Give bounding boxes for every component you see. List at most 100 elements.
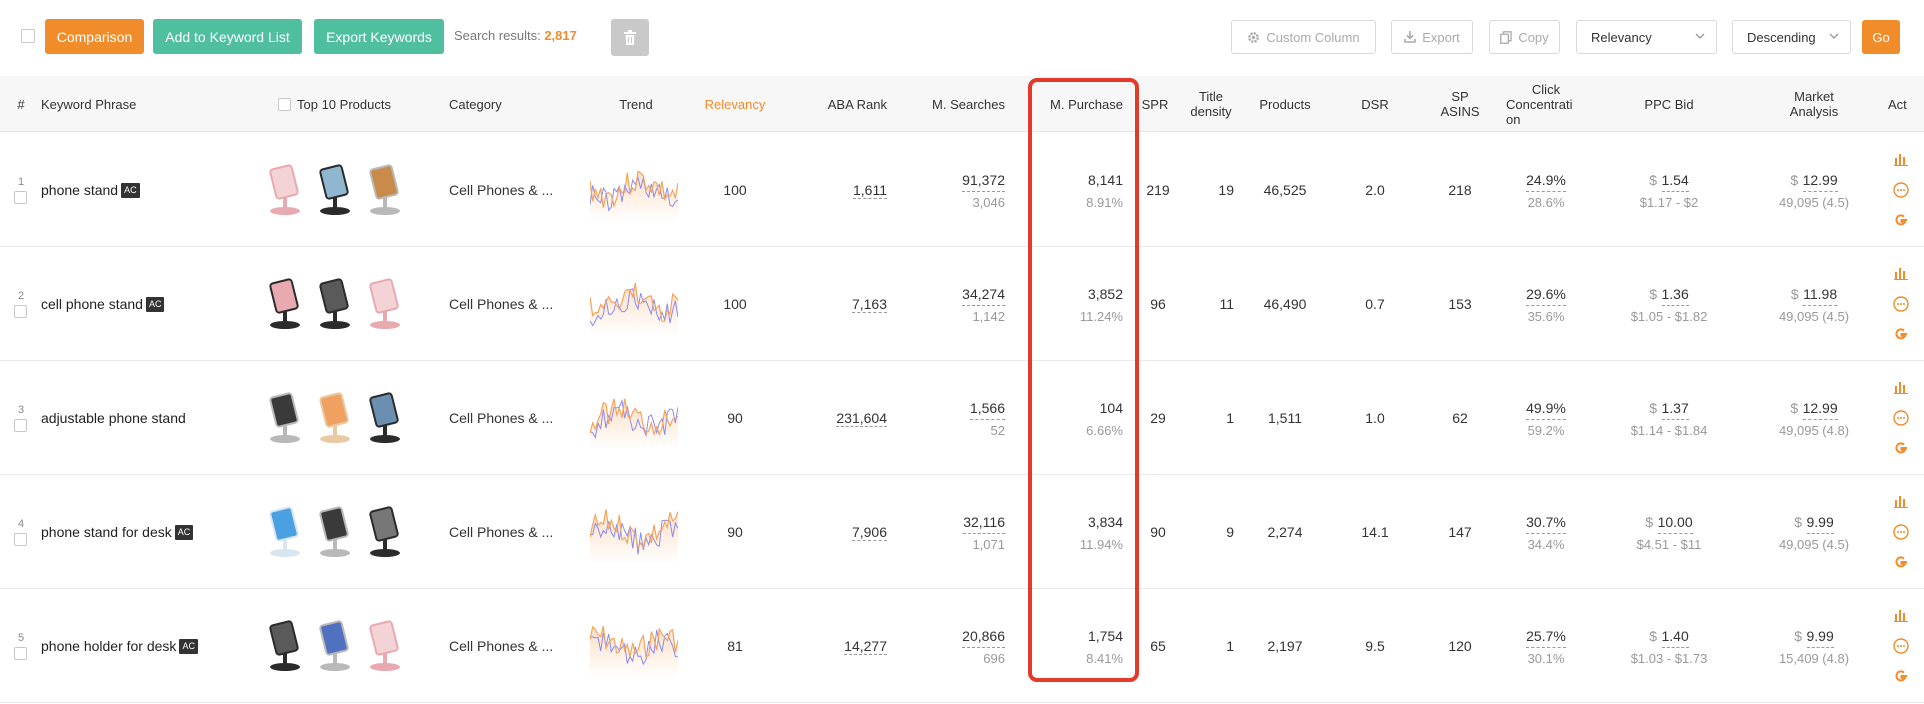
- keyword-text[interactable]: cell phone stand: [41, 296, 143, 312]
- aba-rank-value[interactable]: 231,604: [836, 409, 887, 427]
- table-row[interactable]: 1 phone stand AC Cell Phones & ... 100 1,…: [0, 133, 1924, 247]
- click-concentration-value[interactable]: 24.9%: [1526, 169, 1566, 192]
- market-price-value[interactable]: 11.98: [1803, 283, 1838, 306]
- col-title-density[interactable]: Title density: [1180, 76, 1242, 132]
- trend-chart[interactable]: [589, 614, 679, 678]
- row-checkbox[interactable]: [14, 647, 27, 660]
- aba-rank-value[interactable]: 7,163: [851, 295, 887, 313]
- keyword-text[interactable]: adjustable phone stand: [41, 410, 186, 426]
- market-price-value[interactable]: 9.99: [1806, 511, 1834, 534]
- top10-toggle-checkbox[interactable]: [278, 97, 291, 111]
- export-button[interactable]: Export: [1391, 20, 1473, 54]
- monthly-searches-value[interactable]: 91,372: [962, 169, 1005, 192]
- market-price-value[interactable]: 9.99: [1806, 625, 1834, 648]
- product-thumbnail[interactable]: [313, 505, 357, 564]
- click-concentration-value[interactable]: 29.6%: [1526, 283, 1566, 306]
- monthly-searches-value[interactable]: 1,566: [969, 397, 1005, 420]
- table-row[interactable]: 3 adjustable phone stand Cell Phones & .…: [0, 361, 1924, 475]
- more-options-icon[interactable]: [1893, 410, 1909, 426]
- product-thumbnail[interactable]: [313, 277, 357, 336]
- table-row[interactable]: 2 cell phone stand AC Cell Phones & ... 1…: [0, 247, 1924, 361]
- market-price-value[interactable]: 12.99: [1802, 169, 1838, 192]
- product-thumbnail[interactable]: [263, 163, 307, 222]
- market-price-value[interactable]: 12.99: [1802, 397, 1838, 420]
- google-search-icon[interactable]: [1893, 326, 1909, 342]
- add-to-keyword-list-button[interactable]: Add to Keyword List: [153, 19, 302, 54]
- click-concentration-value[interactable]: 49.9%: [1526, 397, 1566, 420]
- trend-chart[interactable]: [589, 500, 679, 564]
- product-thumbnail[interactable]: [363, 505, 407, 564]
- google-search-icon[interactable]: [1893, 668, 1909, 684]
- row-checkbox[interactable]: [14, 533, 27, 546]
- trend-chart[interactable]: [589, 158, 679, 222]
- aba-rank-value[interactable]: 14,277: [844, 637, 887, 655]
- google-search-icon[interactable]: [1893, 212, 1909, 228]
- bar-chart-icon[interactable]: [1894, 380, 1908, 394]
- product-thumbnail[interactable]: [263, 277, 307, 336]
- delete-button[interactable]: [611, 19, 649, 56]
- sort-order-select[interactable]: Descending: [1732, 20, 1851, 54]
- sort-field-select[interactable]: Relevancy: [1576, 20, 1717, 54]
- more-options-icon[interactable]: [1893, 524, 1909, 540]
- product-thumbnail[interactable]: [313, 391, 357, 450]
- ppc-bid-value[interactable]: 10.00: [1657, 511, 1693, 534]
- col-click-concentration[interactable]: Click Concentrati on: [1506, 76, 1586, 132]
- export-keywords-button[interactable]: Export Keywords: [314, 19, 444, 54]
- row-checkbox[interactable]: [14, 305, 27, 318]
- col-keyword-phrase[interactable]: Keyword Phrase: [41, 96, 137, 112]
- trend-chart[interactable]: [589, 272, 679, 336]
- monthly-searches-value[interactable]: 32,116: [963, 511, 1005, 534]
- col-monthly-searches[interactable]: M. Searches: [932, 96, 1005, 112]
- col-products[interactable]: Products: [1259, 96, 1311, 112]
- keyword-text[interactable]: phone holder for desk: [41, 638, 177, 654]
- row-checkbox[interactable]: [14, 419, 27, 432]
- ppc-bid-value[interactable]: 1.36: [1661, 283, 1689, 306]
- product-thumbnail[interactable]: [363, 619, 407, 678]
- row-checkbox[interactable]: [14, 191, 27, 204]
- more-options-icon[interactable]: [1893, 638, 1909, 654]
- product-thumbnail[interactable]: [263, 391, 307, 450]
- col-spr[interactable]: SPR: [1141, 96, 1169, 112]
- go-button[interactable]: Go: [1862, 20, 1900, 54]
- more-options-icon[interactable]: [1893, 296, 1909, 312]
- monthly-searches-value[interactable]: 20,866: [962, 625, 1005, 648]
- copy-button[interactable]: Copy: [1489, 20, 1560, 54]
- product-thumbnail[interactable]: [363, 391, 407, 450]
- bar-chart-icon[interactable]: [1894, 494, 1908, 508]
- col-dsr[interactable]: DSR: [1361, 96, 1389, 112]
- trend-chart[interactable]: [589, 386, 679, 450]
- product-thumbnail[interactable]: [363, 277, 407, 336]
- bar-chart-icon[interactable]: [1894, 608, 1908, 622]
- google-search-icon[interactable]: [1893, 440, 1909, 456]
- click-concentration-value[interactable]: 30.7%: [1526, 511, 1566, 534]
- ppc-bid-value[interactable]: 1.40: [1661, 625, 1689, 648]
- col-monthly-purchase[interactable]: M. Purchase: [1050, 96, 1123, 112]
- col-sp-asins[interactable]: SP ASINS: [1420, 76, 1500, 132]
- product-thumbnail[interactable]: [313, 619, 357, 678]
- ppc-bid-value[interactable]: 1.54: [1661, 169, 1689, 192]
- click-concentration-value[interactable]: 25.7%: [1526, 625, 1566, 648]
- comparison-button[interactable]: Comparison: [45, 19, 144, 54]
- bar-chart-icon[interactable]: [1894, 266, 1908, 280]
- ppc-currency: $: [1649, 628, 1658, 644]
- custom-column-button[interactable]: Custom Column: [1231, 20, 1376, 54]
- google-search-icon[interactable]: [1893, 554, 1909, 570]
- table-row[interactable]: 4 phone stand for desk AC Cell Phones & .…: [0, 475, 1924, 589]
- aba-rank-value[interactable]: 1,611: [853, 181, 887, 199]
- select-all-checkbox[interactable]: [21, 29, 35, 43]
- product-thumbnail[interactable]: [263, 619, 307, 678]
- product-thumbnail[interactable]: [363, 163, 407, 222]
- table-row[interactable]: 5 phone holder for desk AC Cell Phones & …: [0, 589, 1924, 703]
- monthly-searches-value[interactable]: 34,274: [962, 283, 1005, 306]
- ppc-bid-value[interactable]: 1.37: [1661, 397, 1689, 420]
- keyword-text[interactable]: phone stand for desk: [41, 524, 172, 540]
- aba-rank-value[interactable]: 7,906: [851, 523, 887, 541]
- col-aba-rank[interactable]: ABA Rank: [827, 96, 887, 112]
- product-thumbnail[interactable]: [263, 505, 307, 564]
- col-relevancy[interactable]: Relevancy: [704, 96, 766, 112]
- col-ppc-bid[interactable]: PPC Bid: [1644, 96, 1694, 112]
- more-options-icon[interactable]: [1893, 182, 1909, 198]
- product-thumbnail[interactable]: [313, 163, 357, 222]
- bar-chart-icon[interactable]: [1894, 152, 1908, 166]
- keyword-text[interactable]: phone stand: [41, 182, 119, 198]
